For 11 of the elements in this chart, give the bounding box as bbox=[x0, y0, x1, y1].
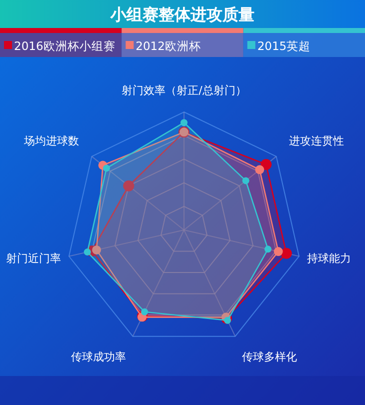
spoke-label: 射门近门率 bbox=[6, 252, 62, 266]
legend-label: 2016欧洲杯小组赛 bbox=[14, 39, 116, 53]
spoke-label: 传球成功率 bbox=[70, 350, 126, 364]
spoke-label: 进攻连贯性 bbox=[288, 134, 344, 148]
spoke-label: 场均进球数 bbox=[23, 134, 80, 148]
legend-label: 2015英超 bbox=[257, 39, 311, 53]
chart-title: 小组赛整体进攻质量 bbox=[110, 5, 254, 24]
spoke-label: 传球多样化 bbox=[242, 350, 298, 364]
legend-label: 2012欧洲杯 bbox=[136, 39, 201, 53]
spoke-label: 持球能力 bbox=[306, 252, 351, 266]
spoke-label: 射门效率（射正/总射门） bbox=[122, 84, 246, 97]
